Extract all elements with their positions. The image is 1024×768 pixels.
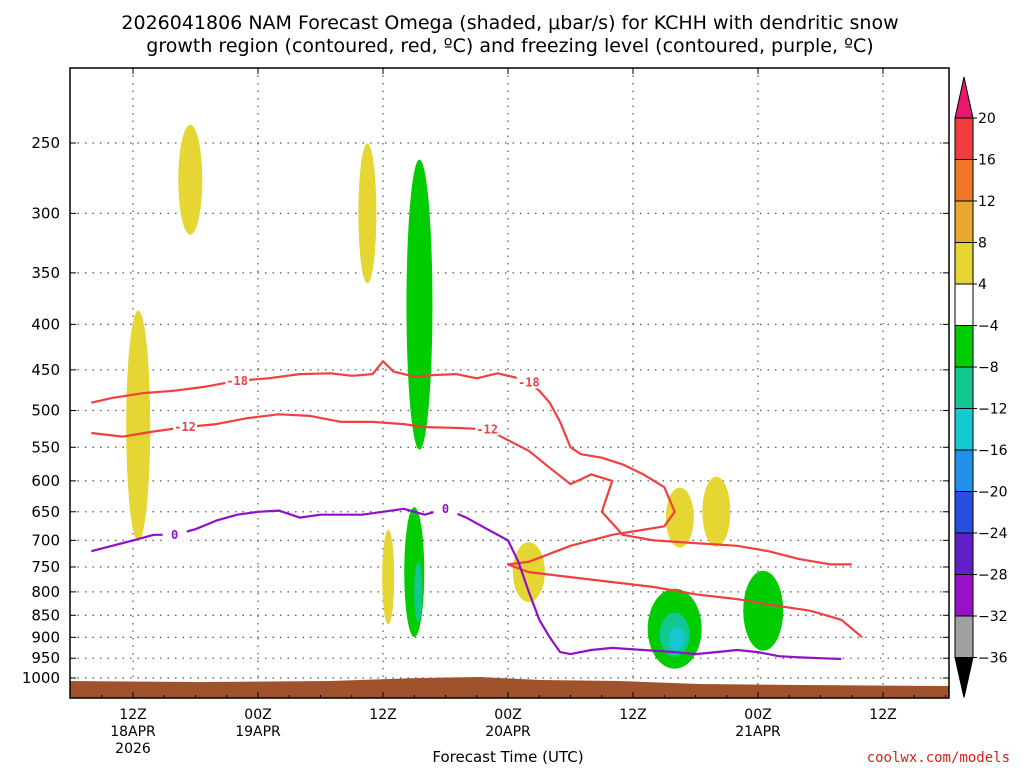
- colorbar-swatch: [954, 117, 974, 160]
- omega-shading: [126, 124, 784, 669]
- colorbar-label: −20: [978, 485, 1008, 501]
- credit-text: coolwx.com/models: [867, 750, 1010, 766]
- x-axis-title: Forecast Time (UTC): [432, 748, 583, 766]
- colorbar-swatch: [954, 574, 974, 617]
- contour-label-bg: [162, 526, 187, 541]
- omega-region: [702, 476, 731, 547]
- colorbar-swatch: [954, 200, 974, 243]
- omega-region: [358, 143, 377, 284]
- y-axis-ticks: 250 300 350 400 450 500 550 600 650 700 750 800 850 9…: [22, 134, 949, 687]
- colorbar-label: 16: [978, 153, 996, 169]
- colorbar-label: −28: [978, 568, 1008, 584]
- contour-line: [91, 360, 863, 639]
- x-tick-date: 19APR: [235, 724, 281, 740]
- y-tick-label: 700: [31, 531, 60, 549]
- omega-region: [404, 507, 425, 638]
- x-tick-label: 12Z: [619, 707, 646, 723]
- x-tick-label: 12Z: [369, 707, 396, 723]
- omega-core: [668, 626, 685, 651]
- omega-region: [406, 159, 433, 450]
- contour-label: -18: [518, 375, 540, 389]
- y-tick-label: 600: [31, 472, 60, 490]
- y-tick-label: 950: [31, 649, 60, 667]
- contour-label-bg: [173, 419, 198, 434]
- colorbar-label: 20: [978, 111, 996, 127]
- x-tick-date: 20APR: [485, 724, 531, 740]
- x-tick-label: 00Z: [244, 707, 271, 723]
- y-tick-label: 350: [31, 264, 60, 282]
- colorbar-label: −8: [978, 360, 999, 376]
- omega-core: [414, 562, 423, 623]
- contour-label: 0: [171, 528, 178, 542]
- colorbar-label: −24: [978, 526, 1008, 542]
- x-tick-date: 18APR: [110, 724, 156, 740]
- contour-label-bg: [475, 421, 500, 436]
- omega-region: [126, 310, 151, 541]
- colorbar-label: 12: [978, 194, 996, 210]
- colorbar-top-arrow: [954, 76, 974, 119]
- colorbar-label: 8: [978, 236, 987, 252]
- chart-title-line-2: growth region (contoured, red, ºC) and f…: [146, 35, 873, 57]
- colorbar-label: 4: [978, 277, 987, 293]
- colorbar-swatch: [954, 325, 974, 368]
- y-tick-label: 550: [31, 438, 60, 456]
- x-tick-date: 21APR: [735, 724, 781, 740]
- colorbar-swatch: [954, 242, 974, 285]
- colorbar-swatch: [954, 366, 974, 409]
- colorbar: 20 16 12 8 4 −4 −8 −12 −16 −20 −24 −28 −32 −36: [954, 76, 1008, 698]
- y-tick-label: 450: [31, 361, 60, 379]
- colorbar-swatch: [954, 532, 974, 575]
- omega-region: [382, 529, 395, 625]
- plot-area: [70, 68, 949, 698]
- y-tick-label: 900: [31, 628, 60, 646]
- terrain-fill: [70, 677, 949, 698]
- plot-frame: [69, 67, 950, 699]
- contour-label-bg: [433, 500, 458, 515]
- contour-label: -18: [226, 374, 248, 388]
- colorbar-label: −36: [978, 651, 1008, 667]
- y-tick-label: 300: [31, 204, 60, 222]
- contour-label: 0: [442, 502, 449, 516]
- chart-title-line-1: 2026041806 NAM Forecast Omega (shaded, μ…: [121, 12, 898, 34]
- colorbar-swatch: [954, 408, 974, 451]
- colorbar-bottom-arrow: [954, 657, 974, 698]
- contour-line: [91, 413, 852, 566]
- contour-label: -12: [174, 420, 196, 434]
- colorbar-label: −12: [978, 402, 1008, 418]
- contour-label-bg: [225, 372, 250, 387]
- y-tick-label: 850: [31, 606, 60, 624]
- y-tick-label: 400: [31, 315, 60, 333]
- contour-label-bg: [516, 374, 541, 389]
- colorbar-swatch: [954, 491, 974, 534]
- omega-region: [743, 570, 784, 651]
- y-tick-label: 800: [31, 583, 60, 601]
- x-tick-label: 12Z: [869, 707, 896, 723]
- y-tick-label: 750: [31, 558, 60, 576]
- x-tick-label: 00Z: [494, 707, 521, 723]
- y-tick-label: 650: [31, 503, 60, 521]
- y-tick-label: 250: [31, 134, 60, 152]
- contours: -18 -18 -12 -12 0 0: [91, 360, 863, 661]
- x-tick-year: 2026: [115, 741, 151, 757]
- colorbar-swatch: [954, 283, 974, 326]
- x-tick-label: 12Z: [119, 707, 146, 723]
- gridlines: [70, 68, 949, 698]
- y-tick-label: 500: [31, 402, 60, 420]
- x-tick-label: 00Z: [744, 707, 771, 723]
- colorbar-label: −16: [978, 443, 1008, 459]
- contour-line: [91, 507, 842, 661]
- omega-region: [665, 487, 694, 548]
- colorbar-swatch: [954, 449, 974, 492]
- y-tick-label: 1000: [22, 669, 60, 687]
- colorbar-label: −32: [978, 609, 1008, 625]
- terrain: [70, 677, 949, 698]
- colorbar-label: −4: [978, 319, 999, 335]
- colorbar-swatch: [954, 159, 974, 202]
- contour-label: -12: [476, 422, 498, 436]
- colorbar-swatch: [954, 615, 974, 658]
- omega-region: [178, 124, 203, 235]
